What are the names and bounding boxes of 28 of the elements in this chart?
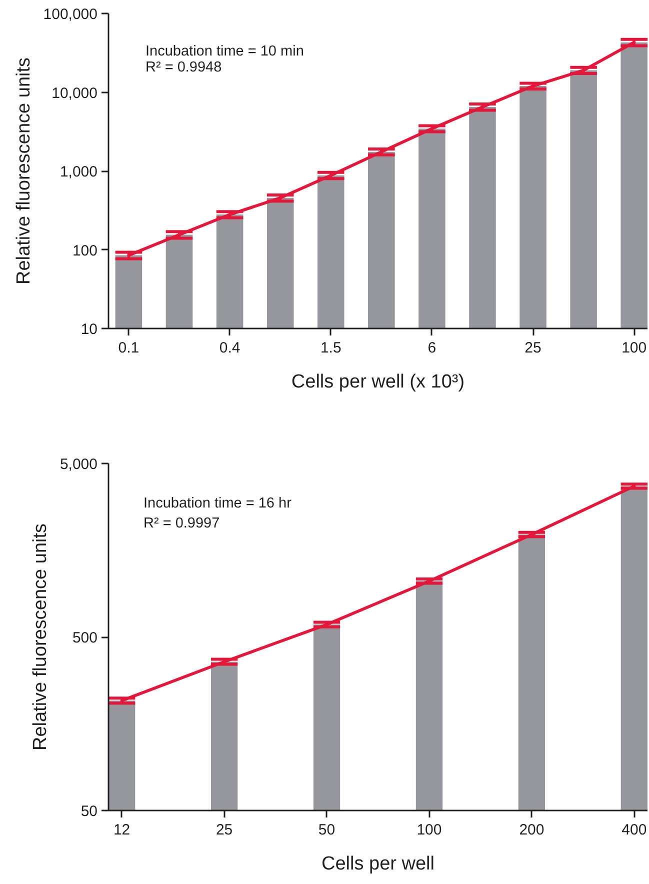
x-tick-label: 6 [428, 340, 436, 356]
x-tick-label: 200 [519, 822, 544, 838]
y-tick-label: 500 [72, 630, 98, 646]
x-tick-label: 0.1 [118, 340, 140, 356]
y-tick-label: 50 [80, 803, 98, 820]
annotation: R² = 0.9948 [146, 60, 222, 76]
y-axis-title: Relative fluorescence units [13, 57, 34, 285]
x-tick-label: 100 [416, 822, 442, 838]
annotation: Incubation time = 10 min [146, 44, 304, 60]
y-axis-title: Relative fluorescence units [30, 523, 51, 751]
x-axis-title: Cells per well (x 10³) [291, 372, 465, 392]
x-tick-label: 50 [318, 822, 336, 838]
x-tick-label: 100 [622, 340, 647, 356]
annotation: Incubation time = 16 hr [144, 496, 292, 512]
x-tick-label: 25 [216, 822, 233, 838]
x-tick-label: 0.4 [219, 340, 240, 356]
y-tick-label: 10,000 [52, 84, 98, 102]
y-tick-label: 10 [80, 321, 98, 338]
x-tick-label: 25 [524, 340, 542, 356]
annotation: R² = 0.9997 [144, 516, 220, 532]
y-tick-label: 1,000 [60, 164, 98, 180]
y-tick-label: 5,000 [60, 456, 98, 473]
y-tick-label: 100 [72, 242, 98, 260]
x-tick-label: 400 [622, 822, 647, 838]
x-tick-label: 1.5 [320, 340, 342, 356]
x-axis-title: Cells per well [322, 854, 434, 874]
y-tick-label: 100,000 [43, 6, 98, 23]
x-tick-label: 12 [113, 822, 130, 838]
